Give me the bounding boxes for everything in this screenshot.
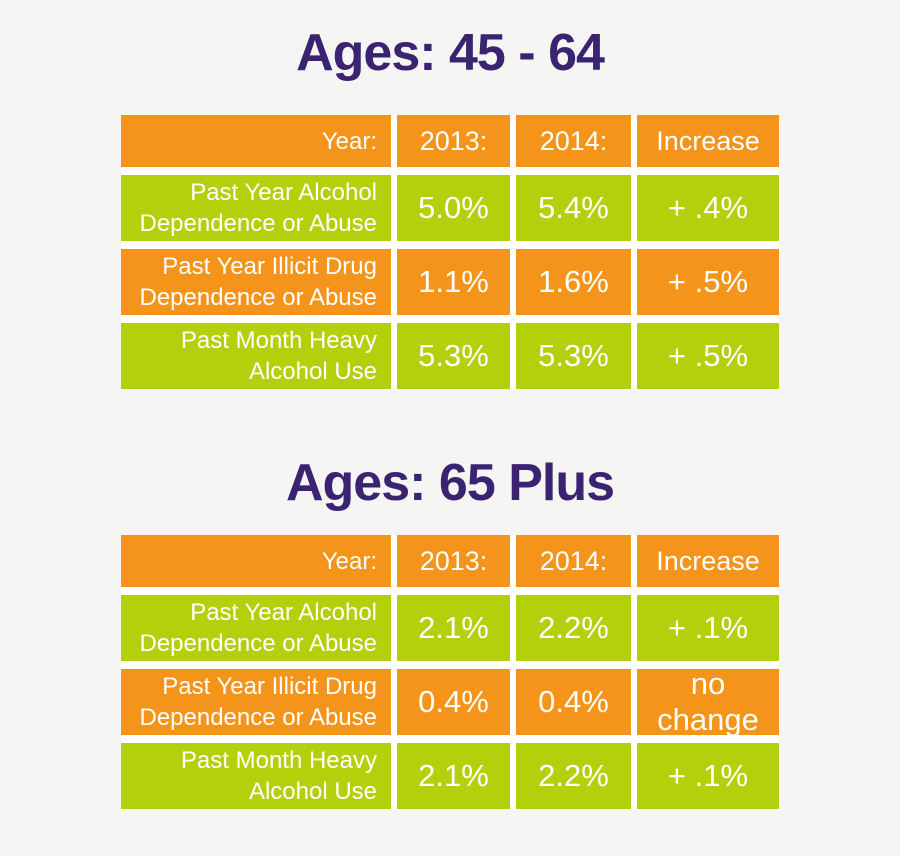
value-2014: 5.4% — [516, 175, 631, 241]
row-label-past-year-illicit-drug: Past Year Illicit Drug Dependence or Abu… — [121, 249, 391, 315]
value-increase: + .1% — [637, 595, 779, 661]
header-year: Year: — [121, 115, 391, 167]
row-label-line: Past Month Heavy — [180, 327, 377, 354]
header-2014: 2014: — [516, 535, 631, 587]
value-2014: 2.2% — [516, 595, 631, 661]
row-label-past-year-illicit-drug: Past Year Illicit Drug Dependence or Abu… — [121, 669, 391, 735]
value-2013: 0.4% — [397, 669, 510, 735]
row-label-past-month-heavy-alcohol: Past Month Heavy Alcohol Use — [121, 323, 391, 389]
value-2013: 5.3% — [397, 323, 510, 389]
value-2013: 2.1% — [397, 743, 510, 809]
value-increase: + .4% — [637, 175, 779, 241]
value-2014: 1.6% — [516, 249, 631, 315]
row-label-past-year-alcohol: Past Year Alcohol Dependence or Abuse — [121, 175, 391, 241]
header-increase: Increase — [637, 535, 779, 587]
row-label-line: Past Year Alcohol — [190, 179, 377, 206]
row-label-line: Dependence or Abuse — [139, 630, 377, 657]
value-2013: 5.0% — [397, 175, 510, 241]
section-title-65-plus: Ages: 65 Plus — [285, 454, 615, 512]
row-label-line: Past Year Illicit Drug — [162, 253, 377, 280]
row-label-line: Alcohol Use — [248, 358, 377, 385]
row-label-line: Past Month Heavy — [180, 747, 377, 774]
row-label-line: Dependence or Abuse — [139, 704, 377, 731]
section-title-45-64: Ages: 45 - 64 — [296, 24, 605, 82]
header-2013: 2013: — [397, 535, 510, 587]
stats-table-65-plus: Year: 2013: 2014: Increase Past Year Alc… — [121, 535, 779, 809]
row-label-line: Dependence or Abuse — [139, 284, 377, 311]
value-2014: 5.3% — [516, 323, 631, 389]
header-2013: 2013: — [397, 115, 510, 167]
row-label-line: Dependence or Abuse — [139, 210, 377, 237]
value-2014: 0.4% — [516, 669, 631, 735]
header-year: Year: — [121, 535, 391, 587]
header-increase: Increase — [637, 115, 779, 167]
stats-table-45-64: Year: 2013: 2014: Increase Past Year Alc… — [121, 115, 779, 389]
value-2014: 2.2% — [516, 743, 631, 809]
row-label-past-month-heavy-alcohol: Past Month Heavy Alcohol Use — [121, 743, 391, 809]
row-label-past-year-alcohol: Past Year Alcohol Dependence or Abuse — [121, 595, 391, 661]
row-label-line: Past Year Alcohol — [190, 599, 377, 626]
value-increase: + .5% — [637, 323, 779, 389]
value-2013: 1.1% — [397, 249, 510, 315]
header-2014: 2014: — [516, 115, 631, 167]
row-label-line: Alcohol Use — [248, 778, 377, 805]
value-increase: + .5% — [637, 249, 779, 315]
value-increase: no change — [637, 666, 779, 737]
value-2013: 2.1% — [397, 595, 510, 661]
value-increase: + .1% — [637, 743, 779, 809]
row-label-line: Past Year Illicit Drug — [162, 673, 377, 700]
